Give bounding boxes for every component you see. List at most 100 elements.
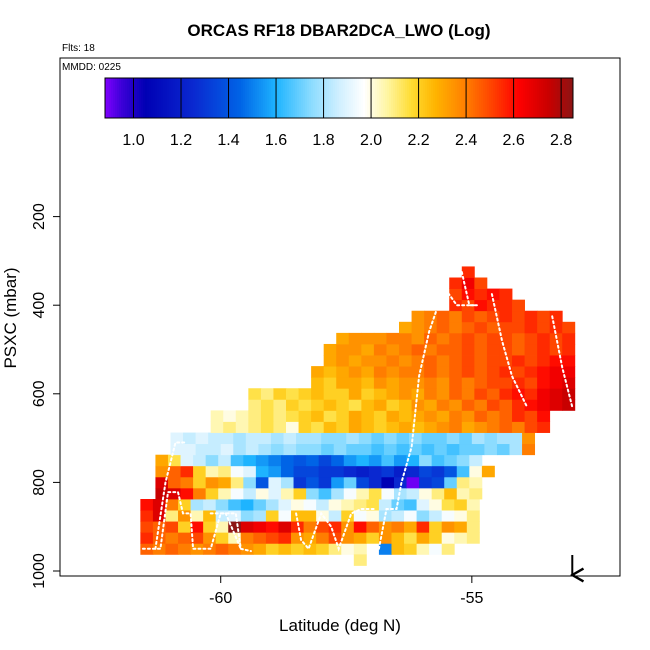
heatmap-cell [228, 510, 242, 522]
colorbar-tick-label: 1.6 [265, 132, 287, 149]
colorbar-segment [563, 78, 566, 118]
colorbar-segment [359, 78, 362, 118]
heatmap-cell [318, 454, 332, 467]
colorbar-segment [487, 78, 490, 118]
colorbar-frame [104, 77, 574, 119]
colorbar-segment [219, 78, 222, 118]
y-tick-label: 1000 [31, 553, 48, 589]
heatmap-cell [193, 465, 207, 478]
heatmap-cell [178, 521, 191, 533]
heatmap-cell [449, 321, 463, 334]
heatmap-cell [409, 432, 423, 445]
colorbar-segment [291, 78, 294, 118]
heatmap-cell [265, 499, 279, 511]
heatmap-cell [180, 476, 194, 489]
heatmap-cell [205, 476, 219, 489]
heatmap-cell [155, 454, 169, 467]
heatmap-cell [253, 521, 267, 533]
colorbar-segment [247, 78, 250, 118]
heatmap-cell [373, 421, 387, 433]
colorbar-segment [287, 78, 290, 118]
heatmap-cell [353, 554, 367, 566]
colorbar-segment [381, 78, 384, 118]
heatmap-cell [353, 510, 367, 522]
colorbar-segment [459, 78, 462, 118]
heatmap-cell [178, 499, 191, 511]
colorbar-segment [161, 78, 164, 118]
colorbar-segment [189, 78, 192, 118]
heatmap-cell [291, 521, 304, 533]
colorbar: 1.0 1.2 1.4 1.6 1.8 2.0 2.2 2.4 2.6 2.8 [104, 77, 574, 149]
colorbar-segment [297, 78, 300, 118]
heatmap-cell [195, 432, 209, 445]
flight-track-line [551, 315, 574, 409]
colorbar-segment [541, 78, 544, 118]
heatmap-cell [180, 465, 194, 478]
heatmap-cell [223, 421, 237, 433]
heatmap-cell [368, 476, 382, 489]
colorbar-segment [561, 78, 564, 118]
heatmap-cell [461, 410, 475, 422]
heatmap-cell [486, 288, 500, 301]
heatmap-cell [140, 521, 154, 533]
colorbar-segment [387, 78, 390, 118]
colorbar-segment [255, 78, 258, 118]
colorbar-segment [361, 78, 364, 118]
colorbar-segment [295, 78, 298, 118]
colorbar-segment [379, 78, 382, 118]
heatmap-cell [356, 476, 370, 489]
heatmap-cell [303, 543, 317, 555]
heatmap-cell [140, 510, 154, 522]
heatmap-cell [486, 355, 500, 367]
heatmap-cell [170, 432, 184, 445]
heatmap-cell [562, 399, 576, 411]
heatmap-cell [348, 377, 362, 389]
colorbar-segment [523, 78, 526, 118]
heatmap-cell [383, 432, 397, 445]
colorbar-segment [269, 78, 272, 118]
heatmap-cell [270, 432, 284, 445]
heatmap-cell [466, 532, 480, 544]
colorbar-segment [119, 78, 122, 118]
heatmap-cell [268, 487, 282, 500]
heatmap-cell [361, 355, 375, 367]
heatmap-cell [512, 332, 525, 345]
colorbar-segment [337, 78, 340, 118]
heatmap-cell [522, 443, 536, 456]
heatmap-cell [220, 443, 234, 456]
heatmap-cell [499, 288, 513, 301]
heatmap-cell [399, 410, 412, 422]
heatmap-cell [371, 432, 385, 445]
heatmap-cell [411, 399, 425, 411]
heatmap-cell [268, 465, 282, 478]
colorbar-segment [505, 78, 508, 118]
heatmap-cell [331, 465, 345, 478]
heatmap-cell [537, 310, 551, 323]
heatmap-cell [444, 454, 458, 467]
colorbar-segment [395, 78, 398, 118]
colorbar-segment [315, 78, 318, 118]
heatmap-cell [449, 299, 463, 312]
heatmap-cell [461, 310, 475, 323]
heatmap-cell [167, 487, 181, 500]
heatmap-cell [298, 421, 312, 433]
colorbar-segment [543, 78, 546, 118]
heatmap-cell [431, 465, 445, 478]
colorbar-segment [207, 78, 210, 118]
heatmap-cell [243, 454, 257, 467]
colorbar-segment [321, 78, 324, 118]
heatmap-cell [180, 454, 194, 467]
heatmap-cell [399, 343, 412, 356]
heatmap-cell [373, 366, 387, 378]
colorbar-segment [209, 78, 212, 118]
colorbar-tick-label: 1.0 [122, 132, 144, 149]
heatmap-cell [409, 443, 423, 456]
heatmap-cell [233, 443, 247, 456]
heatmap-cell [210, 421, 224, 433]
y-tick-label: 800 [31, 469, 48, 496]
colorbar-segment [475, 78, 478, 118]
heatmap-cell [386, 377, 400, 389]
heatmap-cell [537, 377, 551, 389]
heatmap-cell [474, 355, 488, 367]
colorbar-segment [169, 78, 172, 118]
